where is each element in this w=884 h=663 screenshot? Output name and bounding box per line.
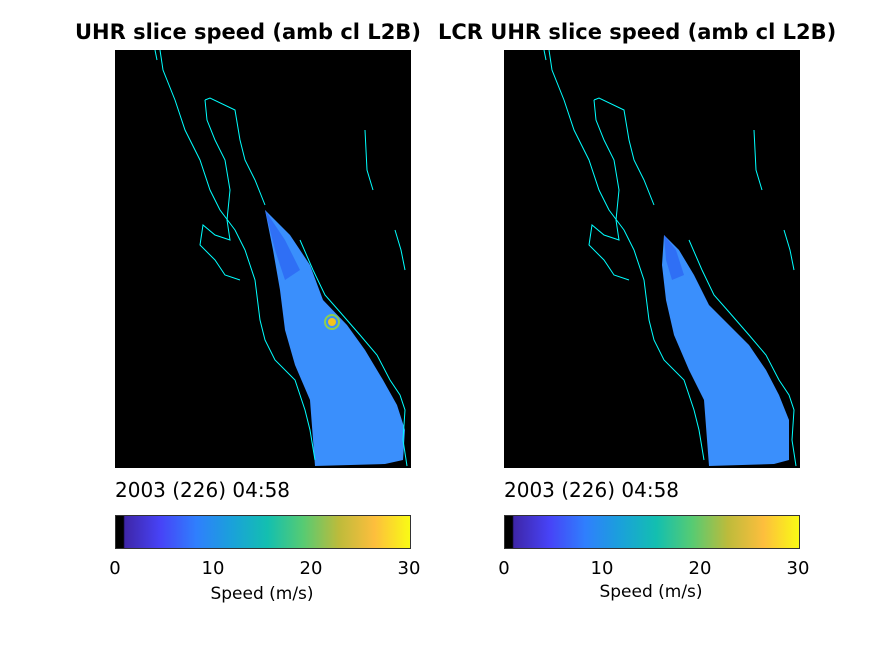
- coastline: [154, 50, 408, 467]
- speed-hotspot: [328, 318, 336, 326]
- date-label: 2003 (226) 04:58: [115, 478, 291, 502]
- colorbar-tick: 30: [786, 558, 810, 579]
- colorbar: [115, 515, 411, 549]
- speed-map: [115, 50, 411, 468]
- speed-swath-north: [265, 210, 300, 280]
- speed-swath: [662, 235, 789, 466]
- speed-hotspot-ring: [324, 314, 340, 330]
- colorbar-tick: 20: [688, 558, 712, 579]
- colorbar-tick: 20: [299, 558, 323, 579]
- date-label: 2003 (226) 04:58: [504, 478, 680, 502]
- colorbar-tick: 10: [590, 558, 614, 579]
- colorbar-tick: 10: [201, 558, 225, 579]
- speed-map: [504, 50, 800, 468]
- colorbar-label: Speed (m/s): [599, 582, 703, 602]
- colorbar-label: Speed (m/s): [210, 584, 314, 604]
- colorbar: [504, 515, 800, 549]
- colorbar-tick: 0: [109, 558, 121, 579]
- speed-map-svg: [154, 50, 408, 467]
- colorbar-tick: 30: [397, 558, 421, 579]
- colorbar-tick: 0: [498, 558, 510, 579]
- plot-title: UHR slice speed (amb cl L2B): [75, 20, 421, 44]
- speed-map-svg: [543, 50, 797, 467]
- plot-title: LCR UHR slice speed (amb cl L2B): [438, 20, 837, 44]
- speed-swath-north: [664, 235, 684, 280]
- speed-swath: [265, 210, 405, 466]
- coastline: [543, 50, 797, 467]
